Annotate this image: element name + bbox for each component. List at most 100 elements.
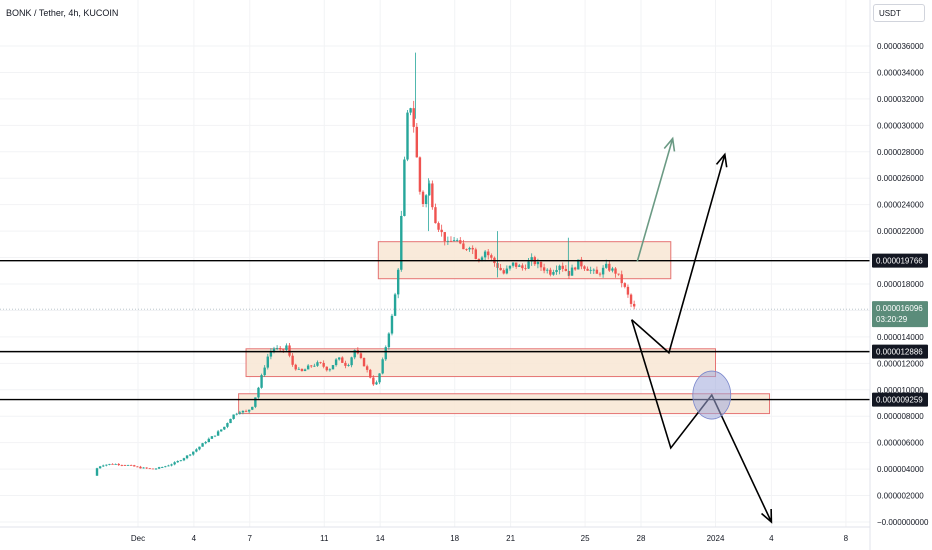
candle-body [310, 365, 313, 367]
candle-body [207, 438, 210, 443]
candle-body [381, 359, 384, 374]
candle-body [474, 249, 478, 259]
currency-selector[interactable]: USDT [873, 4, 925, 22]
candle-body [185, 455, 189, 459]
candle-body [527, 261, 530, 269]
candle-body [567, 270, 571, 276]
candle-body [275, 347, 279, 349]
candle-body [350, 357, 353, 366]
candle-body [111, 463, 114, 465]
candle-body [136, 466, 139, 468]
candle-body [198, 446, 201, 450]
price-tick-label: 0.000006000 [877, 439, 924, 448]
candle-body [238, 412, 242, 414]
candle-body [521, 265, 524, 269]
candle-body [322, 362, 325, 367]
candle-body [145, 467, 148, 469]
candle-body [266, 356, 269, 368]
candle-body [536, 261, 540, 265]
candle-body [580, 259, 583, 267]
candle-body [440, 229, 443, 233]
candle-body [505, 268, 509, 274]
candle-body [247, 409, 251, 412]
candle-body [552, 272, 555, 275]
bearish-path-arrow-head [761, 508, 773, 524]
projections-layer [630, 136, 773, 524]
candle-body [220, 429, 223, 432]
candle-body [564, 268, 568, 271]
candle-body [400, 215, 403, 270]
price-tick-label: 0.000030000 [877, 121, 924, 130]
candle-body [334, 359, 338, 366]
candle-body [549, 269, 552, 275]
time-tick-label: 28 [637, 534, 646, 543]
candle-body [365, 366, 369, 370]
candle-body [558, 265, 561, 270]
candle-body [120, 465, 124, 466]
candle-body [341, 357, 344, 363]
green-up-arrow-head [663, 136, 676, 152]
candle-body [592, 269, 595, 271]
price-tick-label: −0.000000000 [877, 518, 929, 527]
price-tick-label: 0.000014000 [877, 333, 924, 342]
candle-body [257, 387, 260, 398]
price-axis: 0.000036000 0.000034000 0.000032000 0.00003… [877, 42, 929, 527]
candle-body [108, 463, 111, 465]
candle-body [123, 465, 127, 466]
candle-body [471, 247, 474, 250]
price-tick-label: 0.000036000 [877, 42, 924, 51]
time-tick-label: 7 [248, 534, 253, 543]
candle-body [431, 183, 434, 208]
candle-body [487, 251, 490, 256]
price-tick-label: 0.000010000 [877, 386, 924, 395]
candle-body [167, 465, 170, 467]
candle-body [390, 315, 394, 334]
price-tick-label: 0.000032000 [877, 95, 924, 104]
price-tick-label: 0.000002000 [877, 492, 924, 501]
candle-body [95, 468, 99, 476]
candle-body [300, 368, 304, 372]
candle-body [114, 464, 117, 465]
candle-body [605, 263, 608, 268]
candle-body [393, 294, 397, 316]
candle-body [514, 262, 518, 267]
candle-body [105, 464, 108, 466]
candle-body [412, 108, 415, 127]
candle-body [306, 365, 310, 370]
candle-body [316, 362, 319, 366]
candle-body [546, 269, 549, 271]
candle-body [154, 468, 158, 470]
candle-body [288, 345, 291, 356]
candle-body [490, 255, 493, 258]
candle-body [415, 126, 419, 158]
candle-body [263, 367, 266, 376]
candle-body [459, 240, 462, 244]
candle-body [133, 465, 136, 467]
candle-body [424, 195, 428, 204]
candle-body [176, 461, 179, 463]
candle-body [406, 112, 409, 160]
candle-body [483, 251, 487, 258]
candle-body [369, 369, 372, 378]
candle-body [583, 266, 586, 269]
candle-body [418, 157, 422, 192]
green-up-arrow [636, 138, 674, 262]
candle-body [434, 207, 437, 224]
candle-body [182, 458, 186, 461]
candle-body [542, 267, 546, 271]
candle-body [223, 426, 226, 430]
candle-body [539, 261, 543, 268]
time-tick-label: 11 [320, 534, 329, 543]
candle-body [173, 462, 176, 465]
candle-body [403, 159, 406, 216]
grid-layer [0, 0, 870, 527]
candle-body [480, 257, 484, 262]
candle-body [235, 413, 238, 415]
level-price-tag-text: 0.000012886 [876, 348, 923, 357]
bullish-path-arrow-head [715, 152, 728, 168]
candle-body [98, 466, 102, 469]
candle-body [378, 373, 381, 383]
candle-body [142, 467, 145, 469]
candle-body [353, 350, 356, 358]
